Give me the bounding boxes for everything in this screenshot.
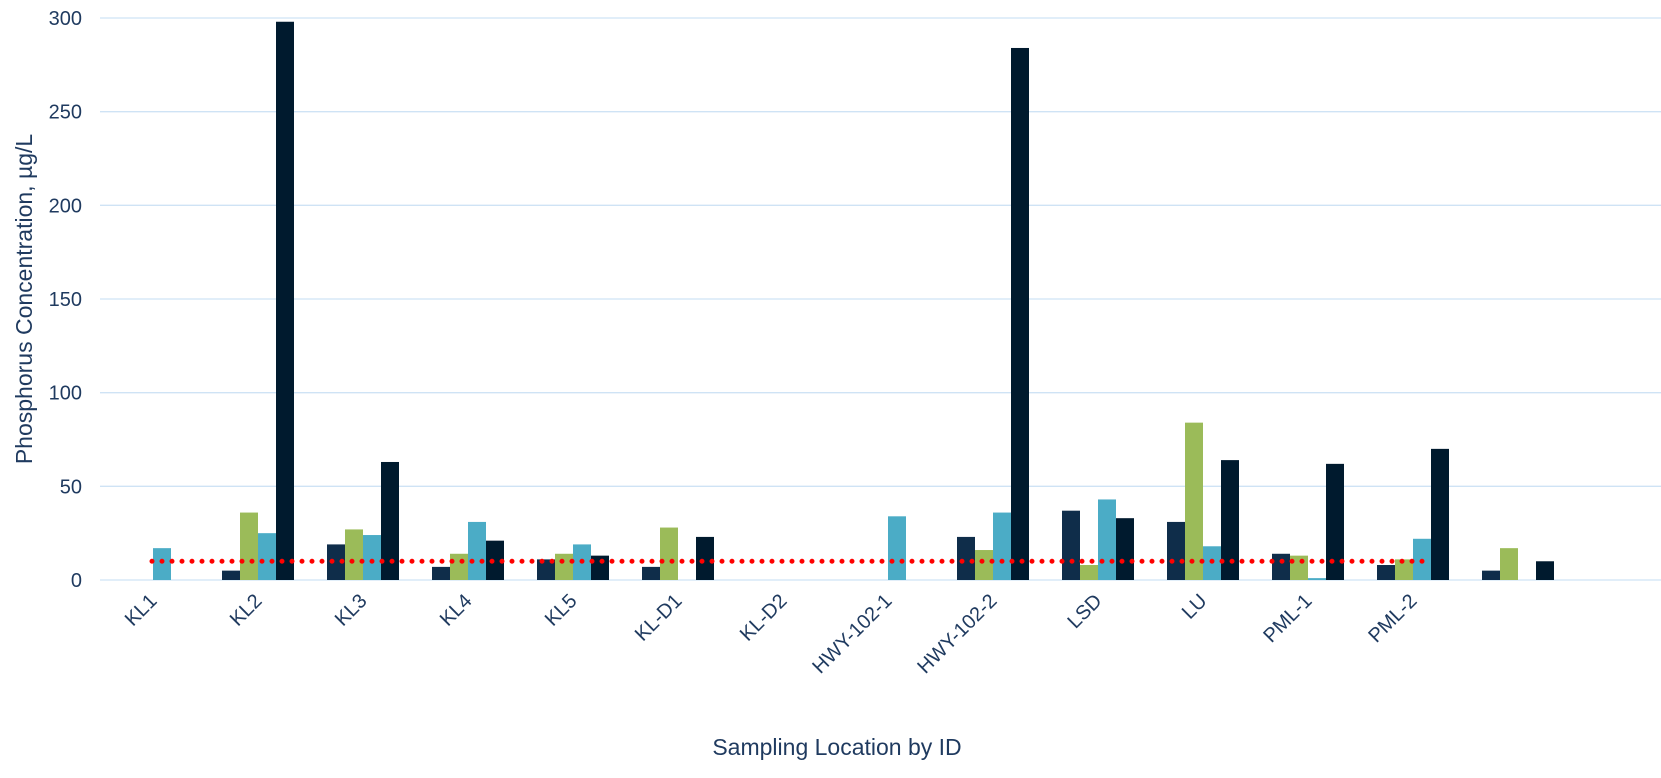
bar xyxy=(222,570,240,580)
x-tick-label: KL1 xyxy=(121,590,162,631)
bar xyxy=(537,559,555,580)
bar xyxy=(660,527,678,580)
x-tick-label: PML-2 xyxy=(1364,590,1421,647)
bar xyxy=(258,533,276,580)
y-tick-label: 250 xyxy=(49,102,82,124)
bar xyxy=(1308,578,1326,580)
bar xyxy=(888,516,906,580)
bar xyxy=(276,21,294,581)
bar xyxy=(1395,559,1413,580)
bar xyxy=(975,550,993,580)
bar xyxy=(468,521,486,580)
bars xyxy=(153,21,1554,581)
bar xyxy=(1011,47,1029,581)
bar xyxy=(591,555,609,580)
bar xyxy=(555,553,573,580)
bar xyxy=(957,536,975,580)
x-tick-label: KL5 xyxy=(541,590,582,631)
gridlines xyxy=(100,17,1661,581)
bar xyxy=(642,566,660,580)
bar xyxy=(363,535,381,580)
bar xyxy=(1500,548,1518,580)
x-axis-title: Sampling Location by ID xyxy=(712,734,961,760)
bar xyxy=(432,566,450,580)
bar xyxy=(240,512,258,580)
x-tick-label: HWY-102-1 xyxy=(808,590,896,678)
bar xyxy=(345,529,363,580)
bar xyxy=(1098,499,1116,580)
bar xyxy=(696,536,714,580)
bar xyxy=(1185,422,1203,580)
x-tick-label: LSD xyxy=(1063,590,1106,633)
bar xyxy=(1377,565,1395,580)
x-tick-label: KL-D1 xyxy=(631,590,687,646)
bar xyxy=(1062,510,1080,580)
bar xyxy=(993,512,1011,580)
bar xyxy=(1116,518,1134,580)
bar xyxy=(1431,448,1449,580)
x-tick-label: KL3 xyxy=(331,590,372,631)
bar xyxy=(1536,561,1554,580)
bar xyxy=(1272,553,1290,580)
bar xyxy=(381,461,399,580)
x-tick-labels: KL1 KL2 KL3 KL4 KL5 KL-D1 KL-D2 HWY-102-1 HWY-10… xyxy=(121,590,1422,678)
bar xyxy=(1221,460,1239,580)
y-tick-label: 300 xyxy=(49,8,82,30)
y-tick-label: 100 xyxy=(49,383,82,405)
x-tick-label: KL-D2 xyxy=(736,590,792,646)
x-tick-label: KL4 xyxy=(436,590,477,631)
bar xyxy=(1326,463,1344,580)
y-axis-title: Phosphorus Concentration, µg/L xyxy=(11,134,37,465)
x-tick-label: HWY-102-2 xyxy=(913,590,1001,678)
x-tick-label: LU xyxy=(1178,590,1212,624)
bar xyxy=(327,544,345,580)
bar xyxy=(153,548,171,580)
y-tick-labels: 0 50 100 150 200 250 300 xyxy=(49,8,82,592)
y-tick-label: 150 xyxy=(49,289,82,311)
x-tick-label: PML-1 xyxy=(1259,590,1316,647)
y-tick-label: 200 xyxy=(49,195,82,217)
bar xyxy=(1167,521,1185,580)
x-tick-label: KL2 xyxy=(226,590,267,631)
y-tick-label: 0 xyxy=(71,570,82,592)
bar xyxy=(1080,565,1098,580)
bar xyxy=(1482,570,1500,580)
bar xyxy=(486,540,504,580)
bar xyxy=(450,553,468,580)
y-tick-label: 50 xyxy=(60,476,82,498)
